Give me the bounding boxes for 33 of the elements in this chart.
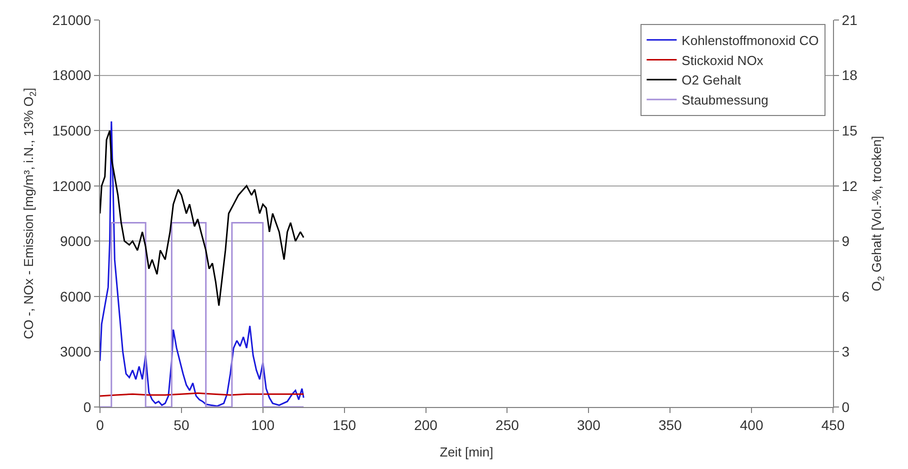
y2-tick-label: 18 <box>842 67 858 84</box>
x-tick-label: 0 <box>96 416 104 433</box>
x-tick-label: 450 <box>821 416 845 433</box>
x-tick-label: 200 <box>414 416 438 433</box>
x-axis-title: Zeit [min] <box>440 444 494 460</box>
legend-label: O2 Gehalt <box>682 72 742 88</box>
x-tick-label: 350 <box>658 416 682 433</box>
x-tick-label: 250 <box>496 416 520 433</box>
y2-tick-label: 3 <box>842 344 850 360</box>
y-tick-label: 12000 <box>52 178 92 194</box>
y-tick-label: 18000 <box>52 67 92 84</box>
y2-tick-label: 9 <box>842 233 850 250</box>
y-tick-label: 0 <box>83 398 92 415</box>
y2-tick-label: 6 <box>842 288 850 304</box>
legend-label: Staubmessung <box>682 92 768 108</box>
y-tick-label: 6000 <box>60 288 92 304</box>
line-series <box>100 130 304 306</box>
y2-tick-label: 12 <box>842 178 858 194</box>
x-tick-label: 150 <box>332 416 356 433</box>
legend-label: Kohlenstoffmonoxid CO <box>682 32 819 48</box>
x-tick-label: 400 <box>740 416 764 433</box>
y2-tick-label: 15 <box>842 122 858 138</box>
y-tick-label: 3000 <box>60 344 92 360</box>
legend-label: Stickoxid NOx <box>682 52 764 68</box>
x-tick-label: 300 <box>576 416 601 433</box>
x-tick-label: 100 <box>251 416 275 433</box>
y-tick-label: 9000 <box>60 233 92 250</box>
line-series <box>100 120 304 407</box>
y-tick-label: 21000 <box>52 12 92 28</box>
y2-tick-label: 21 <box>842 12 858 28</box>
x-tick-label: 50 <box>174 416 190 433</box>
y-tick-label: 15000 <box>52 122 92 138</box>
y2-tick-label: 0 <box>842 398 850 415</box>
